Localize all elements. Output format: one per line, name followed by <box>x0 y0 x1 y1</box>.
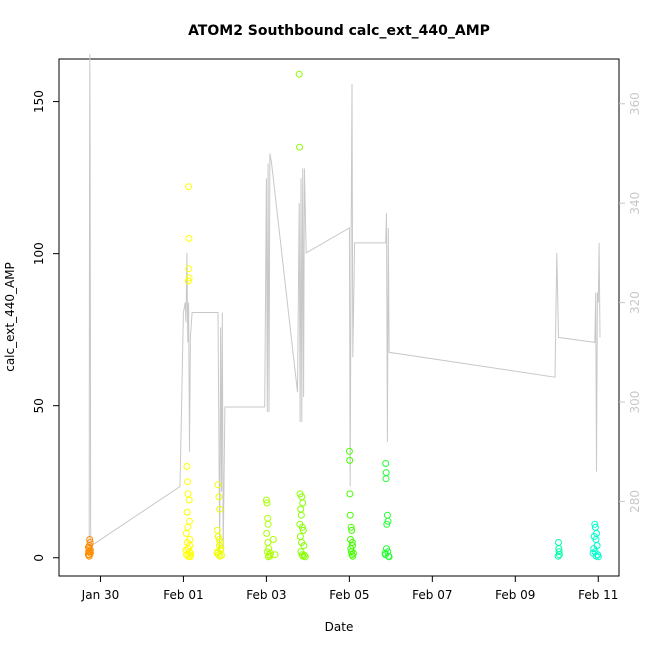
chart-title: ATOM2 Southbound calc_ext_440_AMP <box>188 23 490 39</box>
data-point <box>299 526 307 534</box>
data-point <box>300 551 308 559</box>
data-point <box>184 490 192 498</box>
point-layer <box>84 70 602 561</box>
data-point <box>215 536 223 543</box>
data-point <box>264 539 272 546</box>
data-point <box>594 553 602 561</box>
line-layer <box>88 53 601 552</box>
data-point <box>296 533 304 540</box>
data-point <box>591 520 599 528</box>
data-point <box>383 511 391 519</box>
data-point <box>383 520 391 528</box>
data-point <box>214 481 222 489</box>
data-point <box>300 542 308 550</box>
data-point <box>184 277 192 285</box>
data-point <box>589 549 597 557</box>
data-point <box>297 511 305 519</box>
data-point <box>346 456 354 464</box>
data-point <box>215 493 223 501</box>
x-tick-label: Feb 05 <box>329 588 369 602</box>
data-point <box>349 549 357 557</box>
data-point <box>85 551 93 559</box>
data-point <box>299 499 307 507</box>
data-point <box>218 551 225 559</box>
data-point <box>301 553 309 561</box>
data-point <box>213 549 221 557</box>
data-point <box>266 549 274 557</box>
data-point <box>269 536 277 543</box>
data-point <box>382 469 390 477</box>
x-tick-label: Feb 09 <box>495 588 535 602</box>
data-point <box>555 551 563 559</box>
data-point <box>298 523 306 531</box>
data-point <box>182 546 190 554</box>
axes-layer: Jan 30 Feb 01 Feb 03 Feb 05 Feb 07 Feb 09 Feb … <box>32 90 642 602</box>
data-point <box>215 551 223 559</box>
y-tick-label: 0 <box>32 554 46 562</box>
data-point <box>346 511 354 519</box>
x-tick-label: Feb 03 <box>246 588 286 602</box>
data-point <box>185 496 193 504</box>
data-point <box>349 542 356 550</box>
y-tick-label: 150 <box>32 90 46 113</box>
data-point <box>348 526 356 534</box>
y-tick-label: 50 <box>32 398 46 413</box>
data-point <box>349 552 357 560</box>
data-point <box>264 520 272 528</box>
x-tick-label: Feb 11 <box>578 588 618 602</box>
data-point <box>345 447 353 455</box>
data-point <box>184 478 191 486</box>
data-point <box>555 548 563 556</box>
x-tick-label: Feb 01 <box>163 588 203 602</box>
data-point <box>216 505 224 513</box>
data-point <box>264 553 272 561</box>
data-point <box>184 523 192 531</box>
data-point <box>86 546 94 554</box>
data-point <box>381 549 389 557</box>
x-tick-label: Jan 30 <box>81 588 120 602</box>
data-point <box>263 529 271 537</box>
data-point <box>295 70 303 78</box>
data-point <box>296 143 303 151</box>
data-point <box>86 539 94 546</box>
data-point <box>297 505 305 513</box>
y-axis-label: calc_ext_440_AMP <box>3 262 17 372</box>
data-point <box>271 551 279 559</box>
data-point <box>185 274 193 282</box>
data-point <box>183 508 191 516</box>
data-point <box>382 475 390 483</box>
data-point <box>182 529 190 537</box>
data-point <box>346 490 354 498</box>
data-point <box>214 533 222 540</box>
data-point <box>263 499 271 507</box>
data-point <box>264 514 272 522</box>
y2-tick-label: 300 <box>628 391 642 414</box>
data-point <box>347 523 355 531</box>
y2-tick-label: 320 <box>628 291 642 314</box>
data-point <box>185 265 193 273</box>
data-point <box>382 460 390 467</box>
plot-frame <box>58 58 620 577</box>
series-line <box>88 53 601 552</box>
data-point <box>262 496 270 504</box>
data-point <box>554 552 562 560</box>
data-point <box>186 517 193 525</box>
data-point <box>555 539 562 546</box>
y2-tick-label: 280 <box>628 490 642 513</box>
x-axis-label: Date <box>325 620 354 634</box>
y2-tick-label: 360 <box>628 92 642 115</box>
data-point <box>186 542 194 550</box>
data-point <box>385 553 393 561</box>
data-point <box>185 234 193 242</box>
data-point <box>185 183 193 191</box>
y-tick-label: 100 <box>32 242 46 265</box>
data-point <box>86 549 94 557</box>
data-point <box>183 551 191 559</box>
data-point <box>187 551 195 559</box>
data-point <box>86 536 94 543</box>
x-tick-label: Feb 07 <box>412 588 452 602</box>
y2-tick-label: 340 <box>628 192 642 215</box>
data-point <box>183 463 191 470</box>
